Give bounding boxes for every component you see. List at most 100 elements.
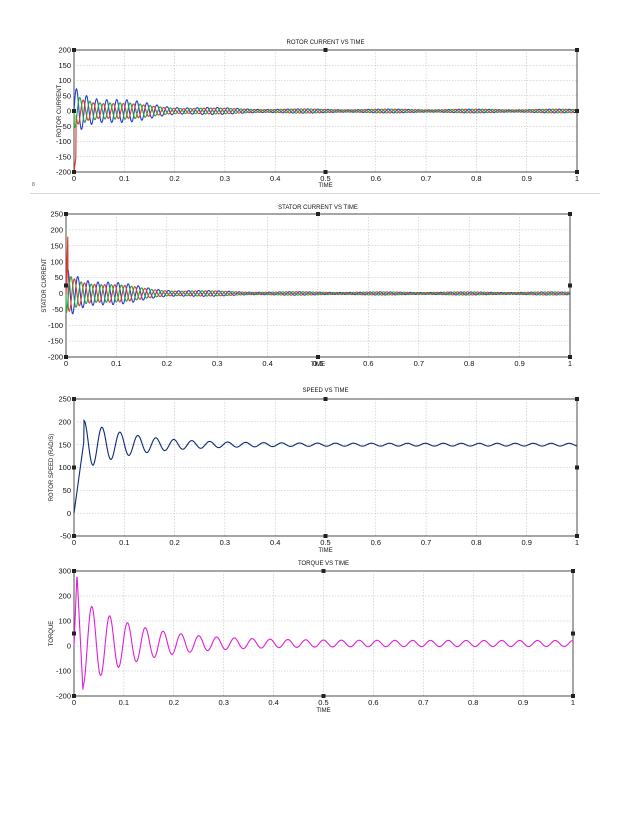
x-tick-label: 0 bbox=[72, 698, 76, 707]
x-tick-label: 0 bbox=[72, 174, 76, 183]
resize-handle bbox=[72, 534, 76, 538]
resize-handle bbox=[575, 170, 579, 174]
resize-handle bbox=[72, 109, 76, 113]
y-tick-label: 200 bbox=[58, 46, 71, 55]
resize-handle bbox=[72, 170, 76, 174]
x-tick-label: 0.4 bbox=[270, 538, 280, 547]
resize-handle bbox=[568, 212, 572, 216]
resize-handle bbox=[575, 397, 579, 401]
y-tick-label: 100 bbox=[58, 617, 71, 626]
resize-handle bbox=[575, 48, 579, 52]
resize-handle bbox=[575, 465, 579, 470]
y-tick-label: -200 bbox=[56, 168, 71, 177]
resize-handle bbox=[571, 631, 575, 636]
x-tick-label: 0.5 bbox=[318, 698, 328, 707]
stator-current-chart: 0 0.1 0.2 0.3 0.4 0.5 0.6 0.7 0.8 0.9 1 -200 -150 -10… bbox=[42, 205, 572, 368]
plot-area bbox=[65, 213, 571, 358]
x-tick-label: 0.9 bbox=[514, 359, 524, 368]
resize-handle bbox=[323, 170, 328, 174]
x-tick-label: 0.1 bbox=[119, 538, 129, 547]
y-axis-label: ROTOR CURRENT bbox=[57, 84, 63, 137]
resize-handle bbox=[568, 355, 572, 359]
x-tick-label: 0.9 bbox=[521, 538, 531, 547]
x-tick-label: 0.4 bbox=[268, 698, 278, 707]
series-line-1 bbox=[73, 419, 578, 514]
x-tick-label: 0.8 bbox=[471, 174, 481, 183]
y-tick-label: 250 bbox=[58, 395, 71, 404]
torque-panel: 0 0.1 0.2 0.3 0.4 0.5 0.6 0.7 0.8 0.9 1 -200 -100 0 10… bbox=[0, 560, 638, 720]
x-tick-label: 0.9 bbox=[521, 174, 531, 183]
x-axis-label: TIME bbox=[311, 362, 325, 368]
resize-handle bbox=[316, 212, 320, 216]
resize-handle bbox=[72, 465, 76, 470]
x-tick-label: 0.7 bbox=[421, 538, 431, 547]
x-tick-label: 0.8 bbox=[471, 538, 481, 547]
x-tick-label: 0.1 bbox=[119, 698, 129, 707]
x-tick-label: 0.4 bbox=[270, 174, 280, 183]
x-tick-label: 1 bbox=[575, 174, 579, 183]
resize-handle bbox=[64, 355, 68, 359]
resize-handle bbox=[571, 569, 575, 573]
x-tick-label: 0.3 bbox=[212, 359, 222, 368]
x-tick-label: 0.8 bbox=[468, 698, 478, 707]
series-line-1 bbox=[73, 87, 578, 131]
x-tick-label: 0.6 bbox=[363, 359, 373, 368]
y-tick-label: 150 bbox=[58, 440, 71, 449]
panel-divider bbox=[30, 193, 600, 194]
series-line-1 bbox=[73, 576, 574, 690]
y-tick-label: 100 bbox=[50, 257, 63, 266]
resize-handle bbox=[323, 397, 328, 401]
y-tick-label: -50 bbox=[52, 305, 63, 314]
x-tick-label: 1 bbox=[575, 538, 579, 547]
x-tick-label: 0.5 bbox=[320, 538, 330, 547]
rotor-current-panel: 0 0.1 0.2 0.3 0.4 0.5 0.6 0.7 0.8 0.9 1 -200 -150 -10… bbox=[0, 38, 638, 193]
y-tick-label: 300 bbox=[58, 567, 71, 576]
x-tick-label: 0.3 bbox=[220, 174, 230, 183]
speed-chart: 0 0.1 0.2 0.3 0.4 0.5 0.6 0.7 0.8 0.9 1-5005010015… bbox=[49, 388, 579, 554]
y-tick-label: -50 bbox=[60, 532, 71, 541]
x-tick-label: 0.2 bbox=[162, 359, 172, 368]
page-corner-label: 8 bbox=[32, 182, 35, 188]
resize-handle bbox=[323, 534, 328, 538]
y-tick-label: -200 bbox=[56, 692, 71, 701]
y-tick-label: -200 bbox=[48, 353, 63, 362]
resize-handle bbox=[72, 48, 76, 52]
y-tick-label: 150 bbox=[58, 61, 71, 70]
y-tick-label: -100 bbox=[56, 137, 71, 146]
x-axis-label: TIME bbox=[318, 183, 332, 189]
x-tick-label: 0.1 bbox=[111, 359, 121, 368]
y-tick-label: 150 bbox=[50, 241, 63, 250]
series-line-3 bbox=[65, 276, 571, 314]
resize-handle bbox=[64, 212, 68, 216]
series-group bbox=[65, 236, 571, 315]
x-tick-label: 0.2 bbox=[169, 698, 179, 707]
chart-title: ROTOR CURRENT VS TIME bbox=[286, 40, 364, 46]
y-tick-label: 100 bbox=[58, 463, 71, 472]
resize-handle bbox=[575, 534, 579, 538]
x-tick-label: 0.4 bbox=[262, 359, 272, 368]
x-tick-label: 0.1 bbox=[119, 174, 129, 183]
x-tick-label: 1 bbox=[571, 698, 575, 707]
y-tick-label: -50 bbox=[60, 122, 71, 131]
x-tick-label: 0 bbox=[64, 359, 68, 368]
x-tick-label: 0.7 bbox=[421, 174, 431, 183]
x-tick-label: 0.5 bbox=[320, 174, 330, 183]
y-tick-label: 50 bbox=[63, 486, 71, 495]
x-axis-label: TIME bbox=[318, 548, 332, 554]
y-axis-label: TORQUE bbox=[49, 621, 55, 647]
x-tick-label: 1 bbox=[568, 359, 572, 368]
x-tick-label: 0.7 bbox=[414, 359, 424, 368]
y-tick-label: -100 bbox=[56, 667, 71, 676]
x-tick-label: 0.6 bbox=[368, 698, 378, 707]
resize-handle bbox=[72, 397, 76, 401]
y-tick-label: 100 bbox=[58, 76, 71, 85]
x-tick-label: 0.7 bbox=[418, 698, 428, 707]
resize-handle bbox=[321, 569, 326, 573]
stator-current-panel: 0 0.1 0.2 0.3 0.4 0.5 0.6 0.7 0.8 0.9 1 -200 -150 -10… bbox=[0, 200, 638, 370]
x-tick-label: 0.6 bbox=[371, 538, 381, 547]
rotor-current-chart: 0 0.1 0.2 0.3 0.4 0.5 0.6 0.7 0.8 0.9 1 -200 -150 -10… bbox=[56, 40, 579, 189]
resize-handle bbox=[72, 631, 76, 636]
y-tick-label: 200 bbox=[50, 225, 63, 234]
series-line-3 bbox=[73, 96, 578, 129]
resize-handle bbox=[575, 109, 579, 113]
